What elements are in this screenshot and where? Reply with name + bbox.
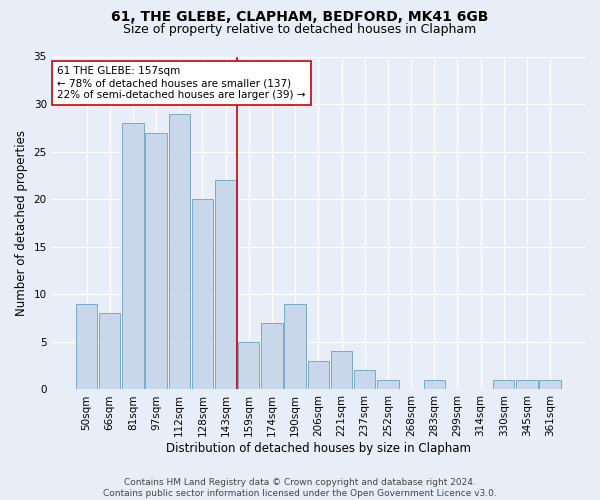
Bar (169, 114, 190, 390)
Bar (262, 323, 283, 390)
Bar (238, 342, 259, 390)
Bar (76, 304, 97, 390)
Text: 61 THE GLEBE: 157sqm
← 78% of detached houses are smaller (137)
22% of semi-deta: 61 THE GLEBE: 157sqm ← 78% of detached h… (57, 66, 305, 100)
Bar (493, 380, 514, 390)
Bar (377, 380, 398, 390)
Text: Size of property relative to detached houses in Clapham: Size of property relative to detached ho… (124, 22, 476, 36)
Bar (99, 314, 121, 390)
Bar (284, 304, 306, 390)
Y-axis label: Number of detached properties: Number of detached properties (15, 130, 28, 316)
Text: 61, THE GLEBE, CLAPHAM, BEDFORD, MK41 6GB: 61, THE GLEBE, CLAPHAM, BEDFORD, MK41 6G… (112, 10, 488, 24)
Bar (215, 180, 236, 390)
Bar (308, 361, 329, 390)
Bar (354, 370, 376, 390)
X-axis label: Distribution of detached houses by size in Clapham: Distribution of detached houses by size … (166, 442, 471, 455)
Bar (122, 123, 143, 390)
Bar (539, 380, 561, 390)
Bar (516, 380, 538, 390)
Bar (145, 132, 167, 390)
Bar (192, 199, 213, 390)
Text: Contains HM Land Registry data © Crown copyright and database right 2024.
Contai: Contains HM Land Registry data © Crown c… (103, 478, 497, 498)
Bar (424, 380, 445, 390)
Bar (331, 352, 352, 390)
